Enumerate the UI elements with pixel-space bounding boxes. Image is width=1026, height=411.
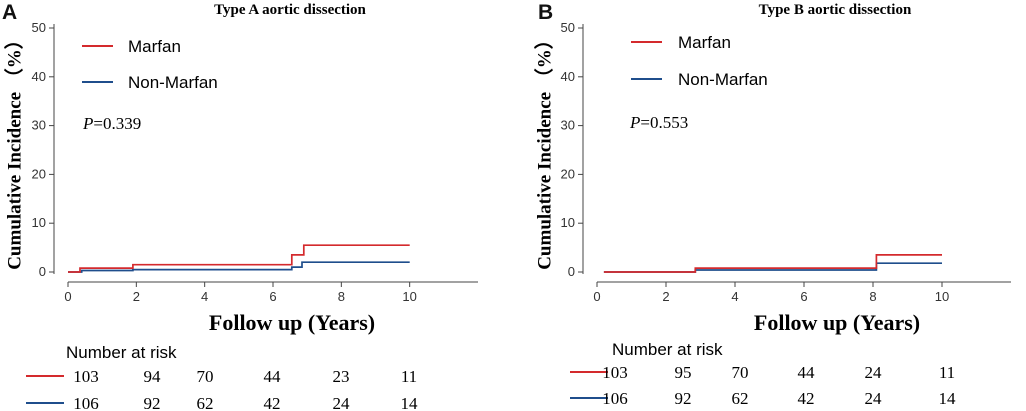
- p-value-label: P=0.339: [82, 114, 141, 133]
- y-tick-label: 40: [32, 69, 46, 84]
- panel-letter: B: [538, 1, 554, 24]
- risk-table-title: Number at risk: [612, 340, 723, 359]
- p-symbol: P: [82, 114, 93, 133]
- y-tick-label: 10: [32, 215, 46, 230]
- risk-count: 106: [602, 389, 628, 408]
- y-tick-label: 40: [561, 69, 575, 84]
- risk-count: 42: [798, 389, 815, 408]
- risk-count: 24: [865, 363, 883, 382]
- y-tick-label: 0: [568, 264, 575, 279]
- x-tick-label: 4: [731, 289, 738, 304]
- panel-b: B Type B aortic dissection 0 10 20 30 40 50 0 2 4…: [513, 0, 1026, 411]
- risk-count: 44: [264, 367, 282, 386]
- risk-count: 103: [73, 367, 99, 386]
- y-tick-label: 20: [32, 166, 46, 181]
- risk-count: 62: [197, 394, 214, 411]
- p-value: =0.553: [640, 113, 688, 132]
- risk-count: 24: [333, 394, 351, 411]
- risk-count: 14: [401, 394, 419, 411]
- x-tick-label: 6: [800, 289, 807, 304]
- x-tick-label: 8: [338, 289, 345, 304]
- risk-count: 11: [401, 367, 417, 386]
- y-tick-label: 20: [561, 166, 575, 181]
- x-axis-label: Follow up (Years): [754, 310, 920, 335]
- x-tick-label: 2: [662, 289, 669, 304]
- risk-count: 70: [197, 367, 214, 386]
- risk-count: 42: [264, 394, 281, 411]
- risk-count: 44: [798, 363, 816, 382]
- risk-count: 24: [865, 389, 883, 408]
- legend-label: Marfan: [678, 33, 731, 52]
- chart-title: Type A aortic dissection: [214, 2, 366, 18]
- risk-count: 70: [732, 363, 749, 382]
- risk-count: 62: [732, 389, 749, 408]
- legend-label: Marfan: [128, 37, 181, 56]
- y-tick-label: 0: [39, 264, 46, 279]
- x-tick-label: 0: [64, 289, 71, 304]
- panel-a: A Type A aortic dissection 0 10 20 30 40 50 0 2 4…: [2, 1, 478, 411]
- x-tick-label: 10: [935, 289, 949, 304]
- risk-count: 103: [602, 363, 628, 382]
- risk-count: 92: [144, 394, 161, 411]
- legend-label: Non-Marfan: [678, 70, 768, 89]
- p-symbol: P: [629, 113, 640, 132]
- risk-count: 94: [144, 367, 162, 386]
- risk-count: 14: [939, 389, 957, 408]
- x-tick-label: 0: [593, 289, 600, 304]
- x-tick-label: 10: [402, 289, 416, 304]
- y-tick-label: 30: [561, 118, 575, 133]
- y-tick-label: 10: [561, 215, 575, 230]
- x-tick-label: 2: [133, 289, 140, 304]
- risk-count: 106: [73, 394, 99, 411]
- panel-letter: A: [2, 1, 18, 24]
- chart-title: Type B aortic dissection: [759, 2, 912, 18]
- p-value: =0.339: [93, 114, 141, 133]
- x-tick-label: 6: [269, 289, 276, 304]
- series-line-marfan: [603, 254, 942, 273]
- risk-count: 92: [675, 389, 692, 408]
- risk-table-title: Number at risk: [66, 343, 177, 362]
- x-tick-label: 4: [201, 289, 208, 304]
- y-tick-label: 30: [32, 118, 46, 133]
- y-tick-label: 50: [32, 20, 46, 35]
- risk-count: 95: [675, 363, 692, 382]
- series-line-non-marfan: [68, 261, 410, 273]
- risk-count: 11: [939, 363, 955, 382]
- y-axis-label: Cumulative Incidence （%）: [532, 30, 555, 270]
- x-axis-label: Follow up (Years): [209, 310, 375, 335]
- risk-count: 23: [333, 367, 350, 386]
- legend-label: Non-Marfan: [128, 73, 218, 92]
- series-line-marfan: [68, 244, 410, 273]
- y-tick-label: 50: [561, 20, 575, 35]
- x-tick-label: 8: [869, 289, 876, 304]
- p-value-label: P=0.553: [629, 113, 688, 132]
- y-axis-label: Cumulative Incidence （%）: [2, 30, 25, 270]
